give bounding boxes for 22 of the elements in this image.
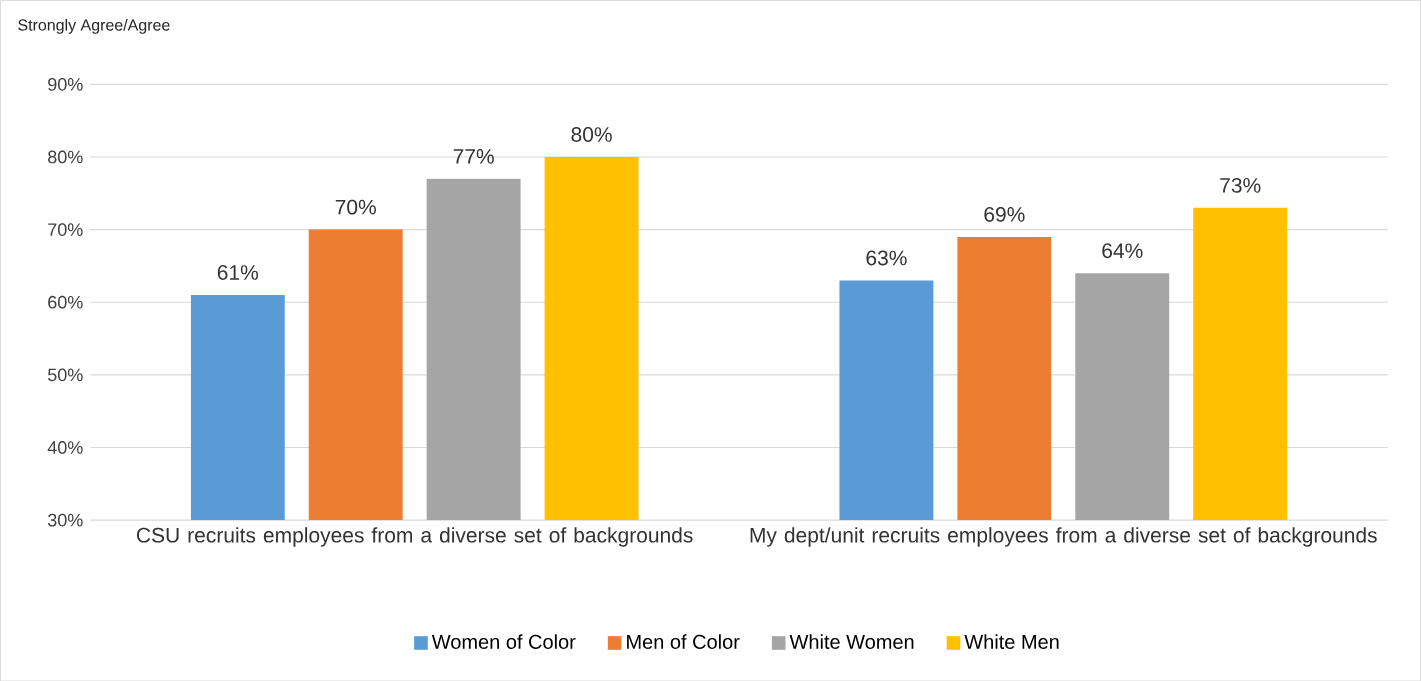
legend-label: Men of Color (627, 634, 740, 649)
data-label: 73% (1220, 177, 1261, 193)
data-label: 70% (335, 199, 376, 215)
data-label: 64% (1102, 243, 1143, 258)
legend-label: White Men (964, 634, 1059, 649)
legend-label: White Women (789, 634, 914, 649)
y-tick-label: 80% (48, 150, 83, 164)
data-label: 63% (866, 250, 907, 266)
data-label: 69% (984, 206, 1025, 222)
y-tick-label: 30% (47, 513, 83, 527)
y-tick-label: 70% (48, 223, 83, 236)
data-label: 61% (217, 264, 259, 280)
data-label: 80% (571, 126, 612, 142)
x-tick-label: CSU recruits employees from a diverse set of backgrounds (136, 526, 693, 547)
data-label: 77% (453, 148, 494, 164)
legend-label: Women of Color (431, 634, 576, 649)
x-tick-label: My dept/unit recruits employees from a diverse set of backgrounds (750, 526, 1377, 547)
y-tick-label: 60% (48, 295, 83, 309)
y-tick-label: 90% (48, 77, 83, 91)
y-axis-title: Strongly Agree/Agree (18, 18, 170, 34)
y-tick-label: 50% (48, 368, 83, 382)
y-tick-label: 40% (47, 440, 83, 454)
